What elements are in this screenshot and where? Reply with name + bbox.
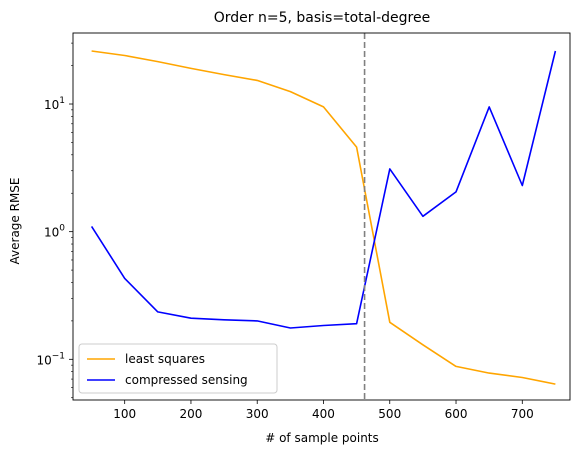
y-axis-label: Average RMSE [8, 178, 22, 265]
legend-box [78, 343, 278, 394]
x-axis-label: # of sample points [265, 431, 379, 445]
x-tick-label: 700 [511, 407, 534, 421]
y-tick-label: 101 [44, 96, 65, 112]
x-tick-label: 100 [113, 407, 136, 421]
x-tick-label: 600 [445, 407, 468, 421]
x-tick-label: 400 [312, 407, 335, 421]
legend-label: compressed sensing [125, 373, 248, 387]
y-tick-label: 10−1 [36, 351, 65, 367]
x-tick-label: 300 [246, 407, 269, 421]
y-tick-label: 100 [44, 224, 65, 240]
series-line-compressed-sensing [90, 50, 557, 329]
plot-area: 100 200 300 400 500 600 700 10−1 100 101 least squ… [36, 32, 571, 421]
x-tick-label: 500 [378, 407, 401, 421]
legend-label: least squares [125, 352, 205, 366]
plot-frame [72, 32, 571, 401]
x-tick-label: 200 [180, 407, 203, 421]
series-line-least-squares [91, 50, 556, 385]
chart-title: Order n=5, basis=total-degree [214, 10, 430, 26]
